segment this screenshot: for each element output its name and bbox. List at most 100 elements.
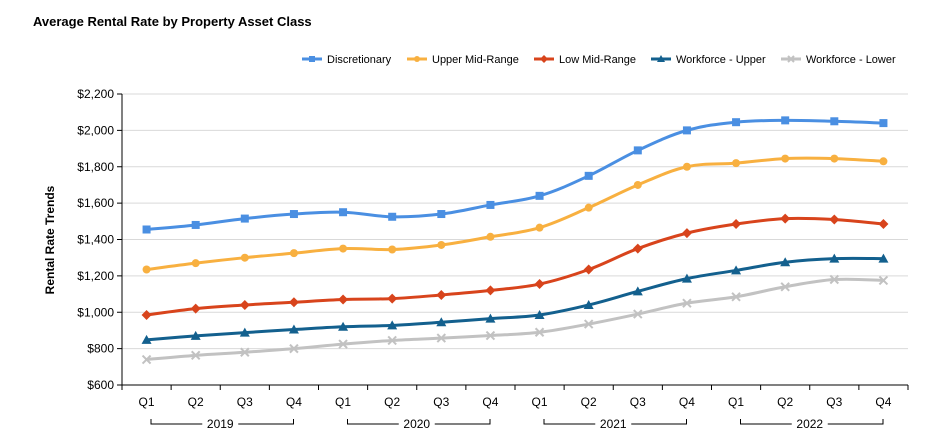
x-tick-label: Q2: [384, 395, 400, 409]
data-point: [583, 299, 594, 309]
y-tick-label: $800: [87, 342, 114, 356]
chart-title: Average Rental Rate by Property Asset Cl…: [33, 14, 312, 29]
data-point: [309, 56, 315, 62]
data-point: [681, 228, 692, 239]
data-point: [436, 289, 447, 300]
gridlines: [122, 93, 908, 386]
data-point: [239, 299, 250, 310]
data-point: [879, 157, 888, 166]
data-point: [878, 275, 889, 286]
x-tick-label: Q1: [139, 395, 155, 409]
legend-item: Discretionary: [302, 54, 392, 66]
data-point: [437, 210, 446, 219]
data-point: [632, 286, 643, 296]
series-line: [145, 156, 885, 272]
data-point: [289, 210, 298, 219]
data-point: [288, 324, 299, 334]
series-line: [145, 256, 885, 342]
year-bracket-right: [434, 419, 491, 425]
x-tick-label: Q3: [433, 395, 449, 409]
y-tick-label: $1,200: [77, 269, 114, 283]
data-point: [436, 317, 447, 327]
legend-label: Workforce - Upper: [676, 54, 766, 66]
data-point: [682, 162, 691, 171]
x-tick-label: Q1: [335, 395, 351, 409]
data-point: [190, 303, 201, 314]
series-line: [145, 277, 885, 362]
data-point: [535, 223, 544, 232]
data-point: [879, 119, 888, 128]
data-point: [486, 232, 495, 241]
data-point: [141, 354, 152, 365]
legend-label: Upper Mid-Range: [432, 54, 519, 66]
data-point: [731, 219, 742, 230]
data-point: [780, 213, 791, 224]
y-tick-label: $2,200: [77, 87, 114, 101]
data-point: [781, 116, 790, 125]
data-point: [829, 274, 840, 285]
y-tick-label: $600: [87, 378, 114, 392]
x-tick-label: Q4: [482, 395, 498, 409]
data-point: [583, 264, 594, 275]
x-tick-label: Q2: [581, 395, 597, 409]
series-group: [141, 116, 889, 365]
x-tick-label: Q4: [679, 395, 695, 409]
data-point: [787, 55, 795, 63]
legend: Discretionary Upper Mid-Range Low Mid-Rang…: [302, 54, 896, 66]
data-point: [830, 154, 839, 163]
year-bracket-right: [827, 419, 884, 425]
data-point: [141, 309, 152, 320]
year-bracket-left: [740, 419, 792, 425]
legend-item: Workforce - Lower: [781, 54, 896, 66]
year-group-label: 2020: [403, 417, 430, 431]
data-point: [878, 219, 889, 230]
data-point: [486, 200, 495, 209]
y-axis-label: Rental Rate Trends: [43, 185, 57, 294]
data-point: [388, 245, 397, 254]
series-workforce-lower: [141, 274, 889, 365]
data-point: [338, 321, 349, 331]
data-point: [534, 327, 545, 337]
legend-label: Workforce - Lower: [806, 54, 896, 66]
data-point: [191, 220, 200, 229]
data-point: [829, 253, 840, 263]
data-point: [731, 265, 742, 275]
series-low-mid-range: [141, 213, 889, 320]
data-point: [289, 249, 298, 258]
series-upper-mid-range: [142, 154, 888, 274]
year-group-label: 2021: [600, 417, 627, 431]
year-bracket-right: [238, 419, 294, 425]
data-point: [142, 265, 151, 274]
data-point: [387, 320, 398, 330]
data-point: [781, 154, 790, 163]
series-line: [145, 216, 885, 317]
data-point: [583, 319, 594, 329]
data-point: [633, 309, 643, 319]
x-tick-label: Q4: [286, 395, 302, 409]
year-group-label: 2019: [207, 417, 234, 431]
y-tick-label: $1,800: [77, 160, 114, 174]
legend-item: Upper Mid-Range: [407, 54, 519, 66]
data-point: [387, 335, 397, 346]
data-point: [682, 298, 692, 308]
data-point: [485, 285, 496, 296]
data-point: [190, 330, 201, 340]
legend-label: Low Mid-Range: [559, 54, 636, 66]
data-point: [338, 339, 348, 349]
data-point: [540, 55, 548, 63]
data-point: [633, 146, 642, 155]
legend-item: Workforce - Upper: [651, 54, 766, 66]
data-point: [534, 309, 545, 319]
data-point: [732, 159, 741, 168]
data-point: [388, 212, 397, 221]
legend-label: Discretionary: [327, 54, 392, 66]
data-point: [584, 203, 593, 212]
data-point: [657, 55, 665, 62]
data-point: [878, 253, 889, 263]
data-point: [288, 297, 299, 308]
data-point: [191, 259, 200, 268]
data-point: [829, 214, 840, 225]
data-point: [414, 56, 420, 62]
